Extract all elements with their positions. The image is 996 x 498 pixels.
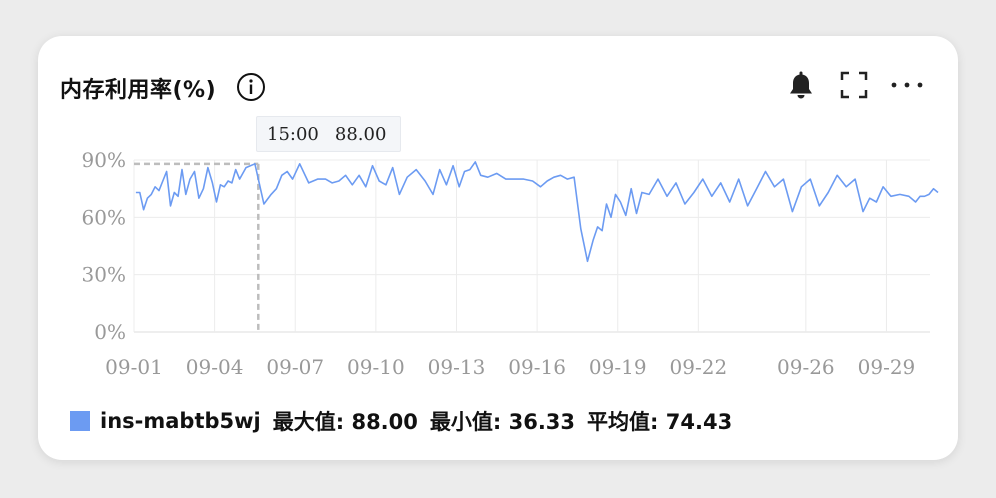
y-tick-label: 60% xyxy=(82,205,126,229)
x-tick-label: 09-04 xyxy=(186,355,244,379)
legend-min-value: 36.33 xyxy=(508,410,576,434)
legend-swatch[interactable] xyxy=(70,411,90,431)
card-title: 内存利用率(%) xyxy=(60,78,217,103)
legend-min-label: 最小值: xyxy=(429,410,502,434)
chart-axes: 0% 30% 60% 90% 09-01 09-04 09-07 09-10 09-13 09-1… xyxy=(82,148,916,379)
x-tick-label: 09-01 xyxy=(105,355,163,379)
legend-max-value: 88.00 xyxy=(351,410,418,434)
chart-grid xyxy=(133,159,930,333)
series-line xyxy=(135,161,939,263)
memory-line-chart: 0% 30% 60% 90% 09-01 09-04 09-07 09-10 09-13 09-1… xyxy=(82,148,939,379)
chart-tooltip: 15:00 88.00 xyxy=(256,116,401,152)
x-tick-label: 09-19 xyxy=(589,355,647,379)
legend-series-name[interactable]: ins-mabtb5wj xyxy=(100,409,261,433)
y-tick-label: 90% xyxy=(82,148,126,172)
tooltip-time: 15:00 xyxy=(267,124,319,145)
x-tick-label: 09-07 xyxy=(266,355,324,379)
tooltip-value: 88.00 xyxy=(334,124,387,145)
x-tick-label: 09-16 xyxy=(508,355,566,379)
x-tick-label: 09-22 xyxy=(670,355,728,379)
y-tick-label: 0% xyxy=(94,320,126,344)
y-tick-label: 30% xyxy=(82,263,126,287)
legend-avg: 平均值: 74.43 xyxy=(587,406,732,436)
x-tick-label: 09-13 xyxy=(428,355,486,379)
highlight-crosshair xyxy=(134,162,260,332)
more-icon[interactable] xyxy=(889,70,925,100)
legend-avg-value: 74.43 xyxy=(665,410,733,434)
bell-icon[interactable] xyxy=(786,70,816,100)
chart-legend: ins-mabtb5wj 最大值: 88.00 最小值: 36.33 平均值: … xyxy=(70,406,732,436)
info-icon[interactable] xyxy=(236,72,266,102)
x-tick-label: 09-10 xyxy=(347,355,405,379)
legend-min: 最小值: 36.33 xyxy=(430,406,575,436)
expand-icon[interactable] xyxy=(839,70,869,100)
chart-series xyxy=(135,161,939,263)
x-tick-label: 09-29 xyxy=(858,355,916,379)
legend-max-label: 最大值: xyxy=(272,410,345,434)
memory-usage-card: 内存利用率(%) 0% 30% 60% 90% 09-01 09-04 09-07 09-10… xyxy=(38,36,958,460)
x-tick-label: 09-26 xyxy=(777,355,835,379)
legend-max: 最大值: 88.00 xyxy=(273,406,418,436)
legend-avg-label: 平均值: xyxy=(587,410,659,434)
